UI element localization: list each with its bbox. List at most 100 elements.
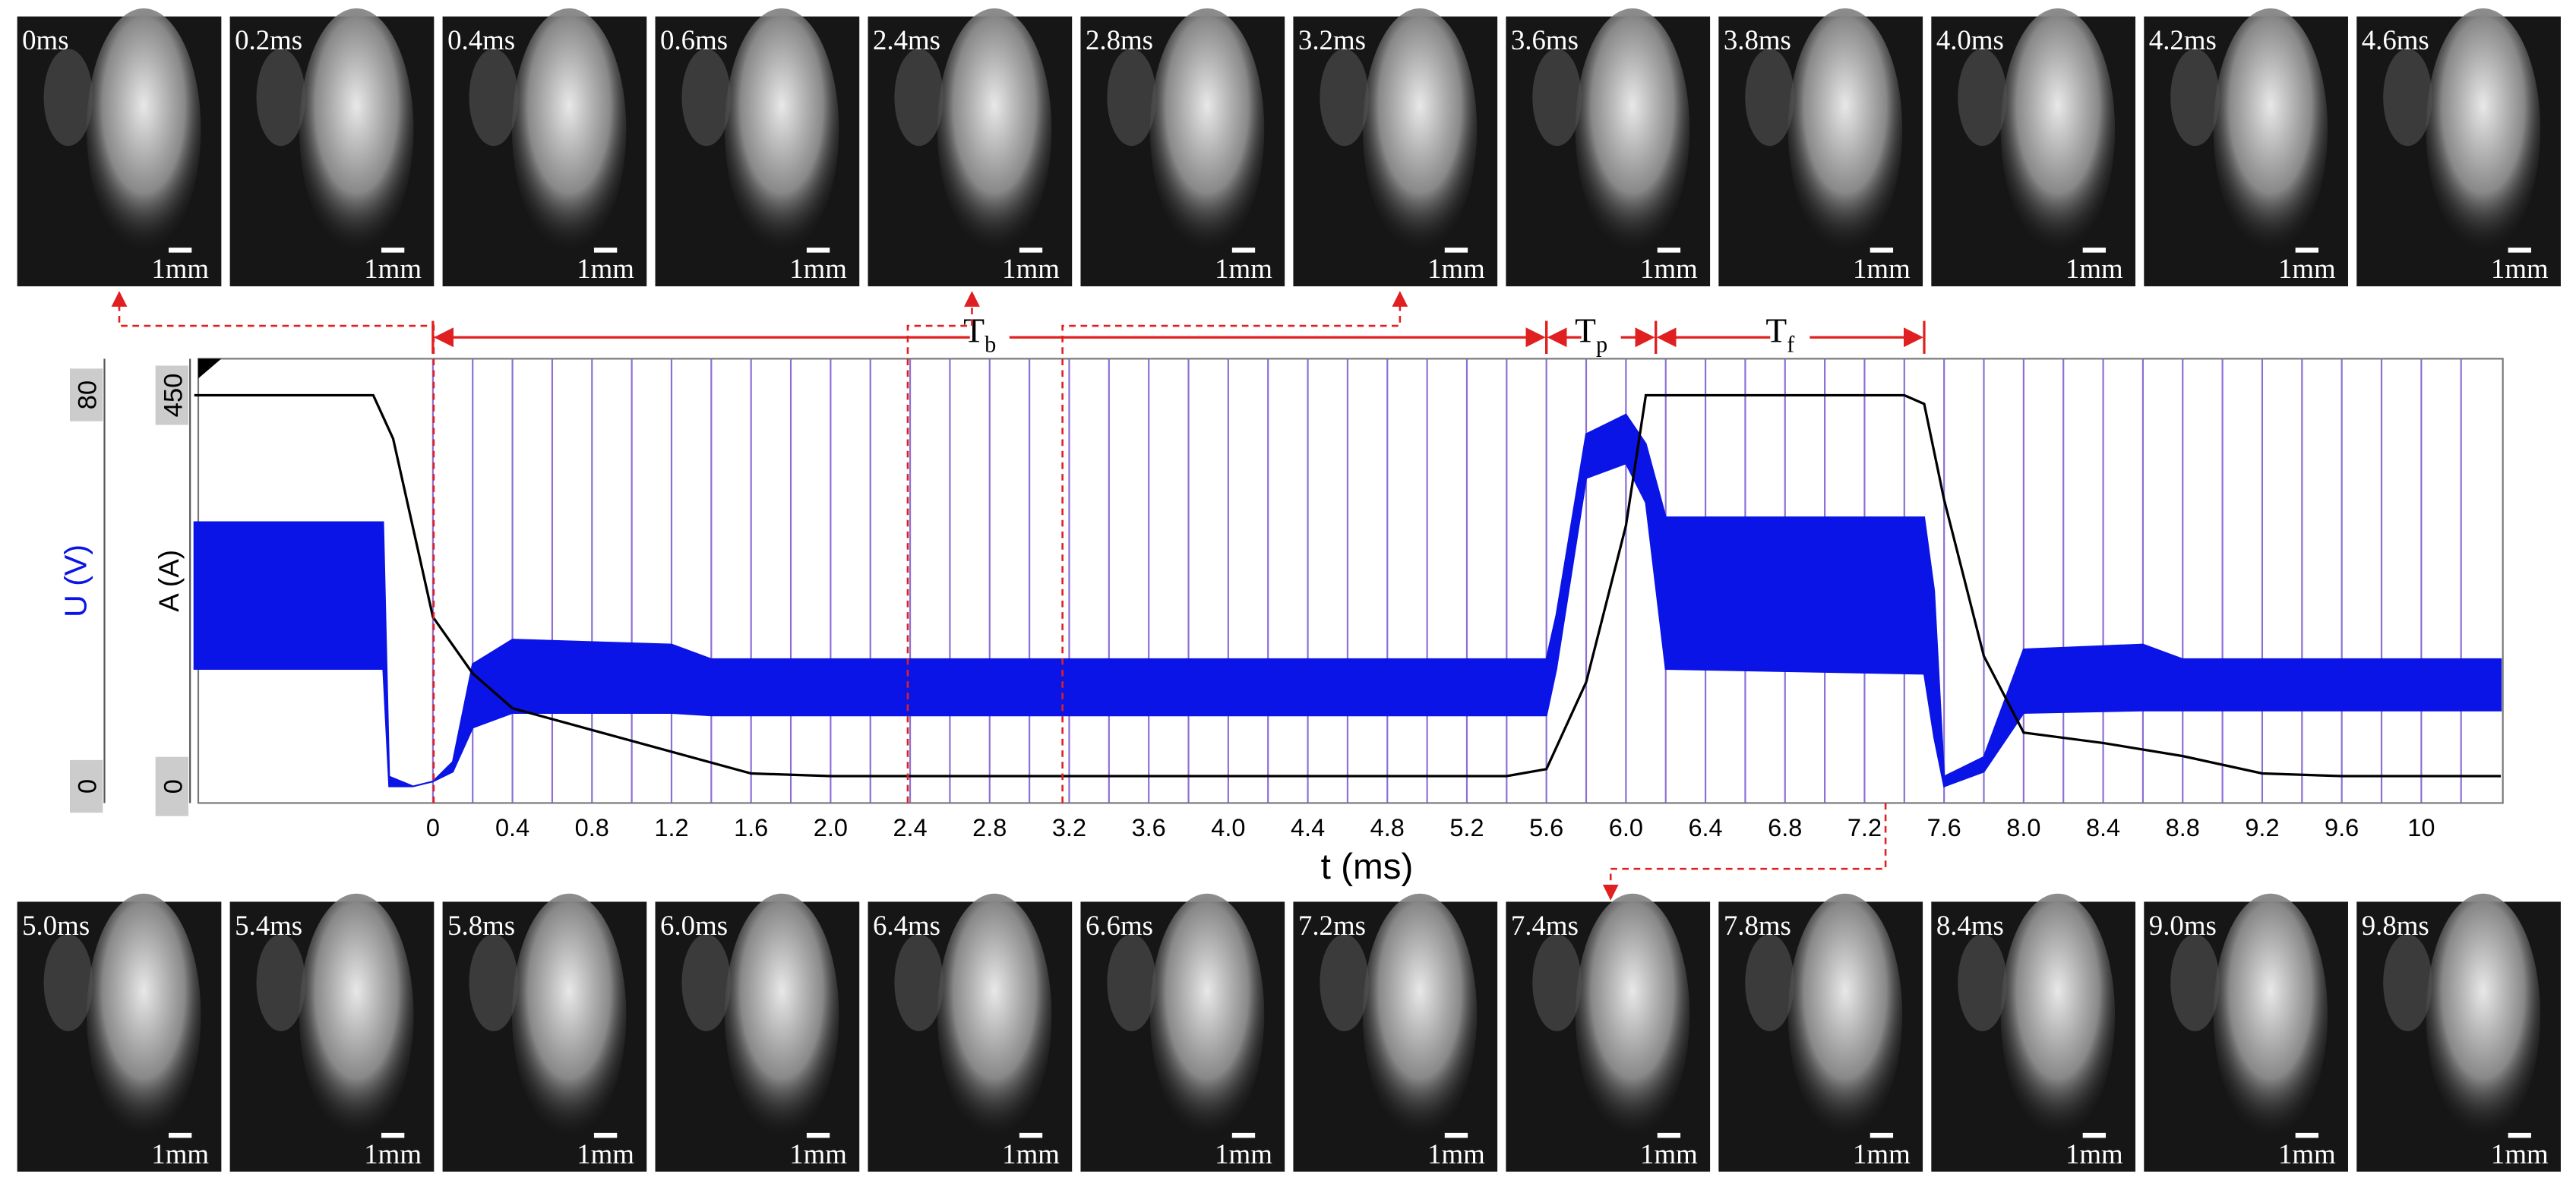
plume-left xyxy=(681,49,731,147)
interval-label: Tp xyxy=(1575,311,1607,358)
x-tick-label: 2.0 xyxy=(814,814,848,841)
plume-left xyxy=(469,934,518,1032)
scale-label: 1mm xyxy=(1215,253,1272,284)
frame-label: 4.2ms xyxy=(2149,24,2217,55)
scale-label: 1mm xyxy=(2491,1138,2549,1169)
frame-label: 3.6ms xyxy=(1511,24,1579,55)
x-tick-label: 6.4 xyxy=(1688,814,1722,841)
scale-label: 1mm xyxy=(364,1138,422,1169)
scale-label: 1mm xyxy=(1002,1138,1060,1169)
plume-left xyxy=(1745,934,1794,1032)
frame-label: 0.4ms xyxy=(447,24,515,55)
frame: 5.0ms 1mm xyxy=(17,893,222,1172)
frame-label: 7.2ms xyxy=(1298,910,1366,941)
frame: 3.2ms 1mm xyxy=(1293,8,1498,287)
plume-left xyxy=(2383,49,2432,147)
scale-label: 1mm xyxy=(364,253,422,284)
plume-left xyxy=(2383,934,2432,1032)
frame: 3.6ms 1mm xyxy=(1506,8,1711,287)
plume-left xyxy=(681,934,731,1032)
frame-label: 3.8ms xyxy=(1724,24,1791,55)
frame: 4.6ms 1mm xyxy=(2356,8,2561,287)
scale-label: 1mm xyxy=(2066,1138,2123,1169)
corner-mark xyxy=(198,358,222,379)
plume xyxy=(299,893,414,1137)
frame: 3.8ms 1mm xyxy=(1718,8,1923,287)
frame-label: 5.0ms xyxy=(22,910,90,941)
tick-box xyxy=(69,368,103,421)
interval-label: Tf xyxy=(1765,311,1795,358)
connector xyxy=(1602,803,1887,901)
x-tick-label: 2.4 xyxy=(893,814,927,841)
frame: 4.0ms 1mm xyxy=(1931,8,2136,287)
y-tick-label: 0 xyxy=(159,779,188,794)
frames: 0ms1mm0.2ms1mm0.4ms1mm0.6ms1mm2.4ms1mm2.… xyxy=(17,8,2561,1172)
frame-label: 6.4ms xyxy=(873,910,940,941)
x-tick-label: 9.6 xyxy=(2325,814,2359,841)
frame-label: 2.4ms xyxy=(873,24,940,55)
plume xyxy=(1149,893,1265,1137)
frame-label: 0.6ms xyxy=(660,24,728,55)
interval-subscript: p xyxy=(1596,332,1607,358)
frame: 8.4ms 1mm xyxy=(1931,893,2136,1172)
x-tick-label: 8.0 xyxy=(2006,814,2040,841)
frame-label: 0ms xyxy=(22,24,68,55)
x-tick-label: 1.6 xyxy=(734,814,768,841)
plume xyxy=(937,893,1052,1137)
scale-label: 1mm xyxy=(151,253,209,284)
frame: 4.2ms 1mm xyxy=(2144,8,2348,287)
scale-label: 1mm xyxy=(1215,1138,1272,1169)
scale-label: 1mm xyxy=(151,1138,209,1169)
y2-tick: 80 xyxy=(69,368,103,421)
scale-label: 1mm xyxy=(577,1138,634,1169)
plot-frame xyxy=(197,358,2504,804)
x-tick-label: 3.6 xyxy=(1132,814,1166,841)
x-tick-label: 8.8 xyxy=(2166,814,2200,841)
plume-left xyxy=(1320,49,1369,147)
plume xyxy=(87,8,201,251)
x-tick-label: 3.2 xyxy=(1052,814,1086,841)
plume xyxy=(2213,893,2328,1137)
x-tick-label: 6.0 xyxy=(1609,814,1643,841)
interval-symbol: T xyxy=(1575,311,1596,350)
scale-label: 1mm xyxy=(1427,1138,1485,1169)
x-tick-label: 9.2 xyxy=(2245,814,2279,841)
plume xyxy=(1149,8,1265,251)
scale-label: 1mm xyxy=(2491,253,2549,284)
x-tick-label: 8.4 xyxy=(2086,814,2120,841)
scale-label: 1mm xyxy=(2278,253,2336,284)
scale-label: 1mm xyxy=(1640,253,1698,284)
x-tick-label: 6.8 xyxy=(1768,814,1802,841)
frame: 6.4ms 1mm xyxy=(868,893,1073,1172)
plume xyxy=(1787,893,1903,1137)
frame-label: 8.4ms xyxy=(1936,910,2004,941)
x-tick-label: 7.6 xyxy=(1927,814,1961,841)
interval-subscript: b xyxy=(985,332,996,358)
plume-left xyxy=(2170,49,2220,147)
interval-subscript: f xyxy=(1787,332,1795,358)
frame-label: 9.8ms xyxy=(2362,910,2429,941)
frame-label: 4.0ms xyxy=(1936,24,2004,55)
plume-left xyxy=(469,49,518,147)
x-tick-label: 0.8 xyxy=(575,814,609,841)
x-tick-label: 4.4 xyxy=(1291,814,1325,841)
y-tick: 0 xyxy=(155,756,189,816)
frame-label: 6.0ms xyxy=(660,910,728,941)
frame-label: 3.2ms xyxy=(1298,24,1366,55)
plume xyxy=(1575,893,1690,1137)
scale-label: 1mm xyxy=(1427,253,1485,284)
plume xyxy=(2000,8,2116,251)
plume xyxy=(1362,893,1478,1137)
plume-left xyxy=(256,934,306,1032)
x-tick-label: 1.2 xyxy=(654,814,688,841)
frame-label: 6.6ms xyxy=(1086,910,1153,941)
tick-box xyxy=(69,759,103,813)
plume-left xyxy=(1107,49,1156,147)
y-axis-label: A (A) xyxy=(153,550,185,612)
frame: 9.0ms 1mm xyxy=(2144,893,2348,1172)
current-line xyxy=(194,393,2502,778)
x-tick-label: 7.2 xyxy=(1847,814,1882,841)
y-tick-label: 450 xyxy=(159,374,188,418)
x-tick-label: 2.8 xyxy=(972,814,1007,841)
